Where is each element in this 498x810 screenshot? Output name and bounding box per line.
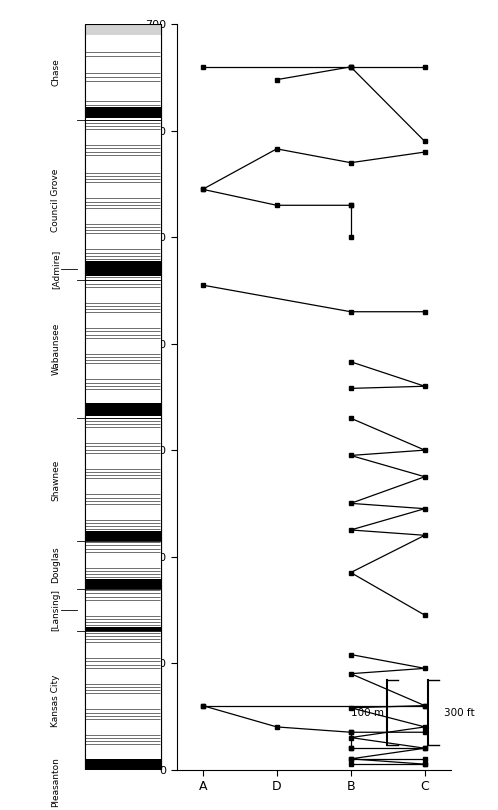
Bar [85, 492, 161, 505]
Bar [85, 156, 161, 171]
Bar [85, 480, 161, 492]
Bar [85, 184, 161, 197]
Bar [85, 261, 161, 275]
Bar [85, 614, 161, 627]
Bar [85, 441, 161, 454]
Bar [85, 377, 161, 390]
Bar [85, 518, 161, 531]
Bar [85, 58, 161, 71]
Bar [85, 601, 161, 614]
Bar [85, 644, 161, 657]
Bar [85, 553, 161, 566]
Bar [85, 35, 161, 50]
Bar [85, 275, 161, 288]
Text: Pleasanton: Pleasanton [51, 757, 60, 808]
Text: [Admire]: [Admire] [51, 249, 60, 289]
Bar [85, 428, 161, 441]
Text: [Lansing]: [Lansing] [51, 589, 60, 631]
Bar [85, 235, 161, 248]
Bar [85, 759, 161, 770]
Bar [85, 589, 161, 601]
Bar [85, 631, 161, 644]
Bar [85, 24, 161, 769]
Bar [85, 467, 161, 480]
Bar [85, 579, 161, 589]
Bar [85, 505, 161, 518]
Bar [85, 566, 161, 579]
Bar [85, 390, 161, 403]
Bar [85, 746, 161, 759]
Bar [85, 248, 161, 261]
Bar [85, 313, 161, 326]
Bar [85, 365, 161, 377]
Text: Douglas: Douglas [51, 547, 60, 583]
Text: Wabaunsee: Wabaunsee [51, 323, 60, 375]
Bar [85, 222, 161, 235]
Text: Shawnee: Shawnee [51, 459, 60, 501]
Bar [85, 24, 161, 35]
Text: 100 m: 100 m [351, 708, 384, 718]
Bar [85, 657, 161, 669]
Bar [85, 531, 161, 540]
Bar [85, 454, 161, 467]
Bar [85, 352, 161, 365]
Bar [85, 540, 161, 553]
Bar [85, 197, 161, 210]
Bar [85, 339, 161, 352]
Bar [85, 143, 161, 156]
Bar [85, 118, 161, 130]
Text: 300 ft: 300 ft [444, 708, 475, 718]
Bar [85, 682, 161, 695]
Bar [85, 108, 161, 118]
Bar [85, 301, 161, 313]
Bar [85, 24, 161, 769]
Bar [85, 171, 161, 184]
Bar [85, 326, 161, 339]
Bar [85, 416, 161, 428]
Bar [85, 83, 161, 99]
Text: Chase: Chase [51, 58, 60, 86]
Bar [85, 669, 161, 682]
Text: Kansas City: Kansas City [51, 674, 60, 727]
Bar [85, 99, 161, 108]
Text: Council Grove: Council Grove [51, 168, 60, 232]
Bar [85, 627, 161, 631]
Bar [85, 210, 161, 222]
Bar [85, 733, 161, 746]
Bar [85, 71, 161, 83]
Bar [85, 50, 161, 58]
Bar [85, 721, 161, 733]
Bar [85, 403, 161, 416]
Bar [85, 130, 161, 143]
Bar [85, 288, 161, 301]
Bar [85, 695, 161, 708]
Bar [85, 708, 161, 721]
